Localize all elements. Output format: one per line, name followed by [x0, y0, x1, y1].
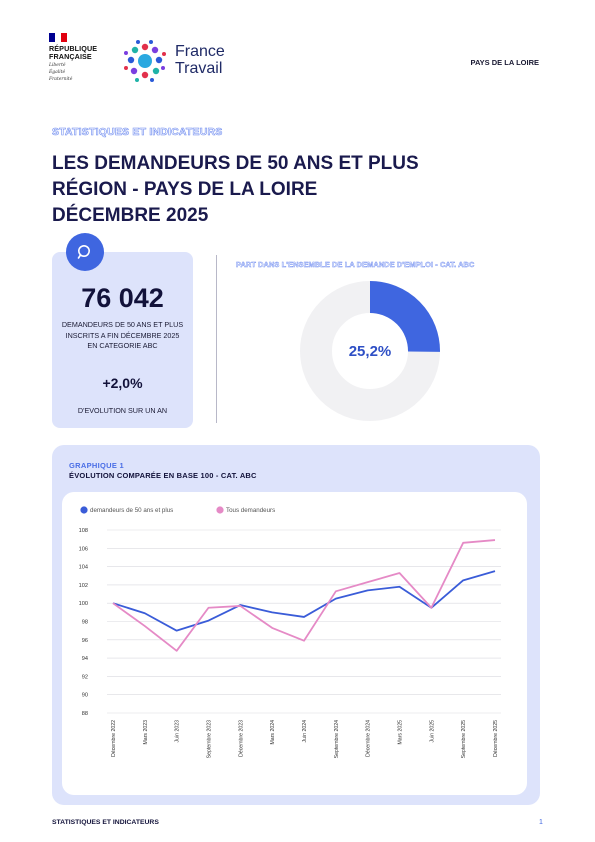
- y-tick-label: 98: [82, 620, 88, 626]
- x-tick-label: Décembre 2025: [493, 720, 499, 757]
- title-line3: DÉCEMBRE 2025: [52, 205, 209, 226]
- share-value-label: 25,2%: [348, 343, 392, 360]
- share-donut-chart: [300, 281, 440, 421]
- legend-label: demandeurs de 50 ans et plus: [90, 507, 173, 514]
- legend-marker: [80, 506, 88, 514]
- y-tick-label: 102: [79, 583, 88, 589]
- rf-name-line1: RÉPUBLIQUE: [49, 44, 98, 53]
- x-tick-label: Mars 2024: [270, 720, 276, 745]
- y-tick-label: 106: [79, 546, 88, 552]
- y-tick-label: 88: [82, 711, 88, 717]
- y-tick-label: 100: [79, 601, 88, 607]
- kpi-value: 76 042: [81, 283, 164, 313]
- title-line2: RÉGION - PAYS DE LA LOIRE: [52, 179, 318, 200]
- line-chart: 88 90 92 94 96 98 100 102 104 106 108 Décembre 2022…: [79, 506, 501, 758]
- x-tick-label: Septembre 2025: [461, 720, 467, 758]
- title-line1: LES DEMANDEURS DE 50 ANS ET PLUS: [52, 153, 419, 174]
- page-number: 1: [539, 819, 543, 826]
- legend-label: Tous demandeurs: [226, 507, 275, 514]
- x-tick-label: Mars 2025: [398, 720, 404, 745]
- republique-francaise-logo: RÉPUBLIQUE FRANÇAISE Liberté Égalité Fra…: [49, 33, 98, 82]
- legend-marker: [216, 506, 224, 514]
- x-tick-label: Décembre 2022: [111, 720, 117, 757]
- brand-line2: Travail: [175, 60, 223, 77]
- brand-name: France Travail: [175, 43, 225, 77]
- y-tick-label: 96: [82, 638, 88, 644]
- chart-kicker: GRAPHIQUE 1: [69, 461, 124, 470]
- french-flag-icon: [49, 33, 67, 42]
- chart-card: [62, 492, 527, 795]
- y-tick-label: 94: [82, 656, 88, 662]
- x-tick-label: Septembre 2023: [207, 720, 213, 758]
- share-title: PART DANS L'ENSEMBLE DE LA DEMANDE D'EMP…: [236, 260, 475, 269]
- chart-title: ÉVOLUTION COMPARÉE EN BASE 100 - CAT. AB…: [69, 471, 257, 480]
- rf-motto-1: Liberté: [49, 63, 66, 68]
- search-icon: [66, 233, 104, 271]
- x-tick-label: Juin 2024: [302, 720, 308, 743]
- footer-label: STATISTIQUES ET INDICATEURS: [52, 819, 159, 826]
- y-tick-label: 92: [82, 674, 88, 680]
- region-tag: PAYS DE LA LOIRE: [470, 58, 540, 67]
- rf-name-line2: FRANÇAISE: [49, 52, 92, 61]
- x-tick-label: Juin 2025: [429, 720, 435, 743]
- kpi-description: DEMANDEURS DE 50 ANS ET PLUS INSCRITS A …: [61, 320, 184, 350]
- x-tick-label: Septembre 2024: [334, 720, 340, 758]
- page-title: LES DEMANDEURS DE 50 ANS ET PLUS RÉGION …: [52, 151, 419, 229]
- y-tick-label: 104: [79, 565, 88, 571]
- x-tick-label: Décembre 2024: [366, 720, 372, 757]
- kpi-evolution: +2,0%: [102, 375, 143, 391]
- series-line: [112, 539, 496, 652]
- vertical-divider: [216, 255, 217, 423]
- rf-motto-3: Fraternité: [49, 77, 73, 82]
- brand-line1: France: [175, 43, 225, 60]
- kpi-card: [52, 252, 193, 428]
- france-travail-logo: France Travail: [122, 38, 242, 84]
- kpi-evolution-label: D'EVOLUTION SUR UN AN: [77, 406, 168, 415]
- france-travail-mark-icon: [124, 40, 166, 82]
- x-tick-label: Juin 2023: [175, 720, 181, 743]
- section-kicker: STATISTIQUES ET INDICATEURS: [52, 126, 223, 139]
- rf-motto-2: Égalité: [49, 70, 66, 75]
- x-tick-label: Mars 2023: [143, 720, 149, 745]
- donut-share-arc: [369, 281, 440, 353]
- y-tick-label: 108: [79, 528, 88, 534]
- y-tick-label: 90: [82, 693, 88, 699]
- x-tick-label: Décembre 2023: [238, 720, 244, 757]
